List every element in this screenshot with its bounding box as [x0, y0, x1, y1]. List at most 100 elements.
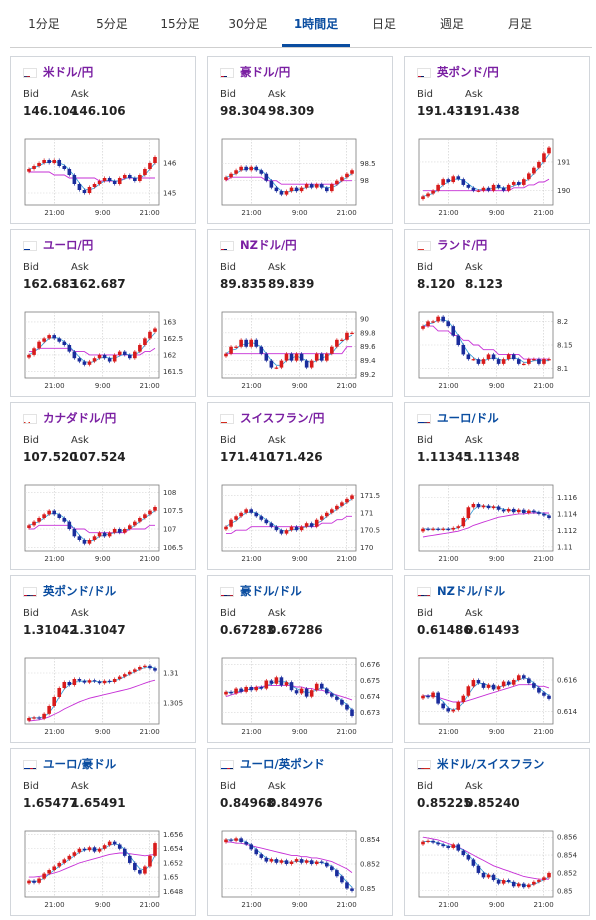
mini-chart[interactable]: 21:00 9:00 21:00 0.676 0.675 0.674 0.673: [208, 654, 394, 740]
candle-body: [486, 354, 491, 360]
mini-chart[interactable]: 21:00 9:00 21:00 108 107.5 107 106.5: [11, 481, 197, 567]
candle-body: [466, 507, 471, 518]
candle-body: [254, 339, 259, 347]
bid-price: 0.61486: [417, 623, 472, 637]
plot-area: [418, 830, 554, 898]
currency-pair-name[interactable]: カナダドル/円: [43, 411, 117, 425]
rate-card[interactable]: ユーロ/ドル Bid Ask 1.11345 1.11348 21:00 9:00 21:00…: [404, 402, 590, 570]
x-tick-label: 9:00: [95, 382, 111, 390]
tab-1hour[interactable]: 1時間足: [282, 2, 350, 47]
currency-pair-name[interactable]: ユーロ/英ポンド: [240, 757, 325, 771]
rate-card[interactable]: NZドル/ドル Bid Ask 0.61486 0.61493 21:00 9:00 21:0…: [404, 575, 590, 743]
mini-chart[interactable]: 21:00 9:00 21:00 0.856 0.854 0.852 0.85: [405, 827, 591, 913]
rate-card[interactable]: ユーロ/円 Bid Ask 162.683 162.687 21:00 9:00 21:00 1…: [10, 229, 196, 397]
tab-15min[interactable]: 15分足: [160, 17, 200, 31]
currency-pair-name[interactable]: 米ドル/円: [43, 65, 94, 79]
rate-card[interactable]: スイスフラン/円 Bid Ask 171.410 171.426 21:00 9:00 21:…: [207, 402, 393, 570]
currency-pair-name[interactable]: 豪ドル/円: [240, 65, 291, 79]
candle-body: [153, 843, 157, 856]
candle-body: [259, 346, 264, 354]
currency-pair-name[interactable]: ユーロ/円: [43, 238, 94, 252]
candle-body: [421, 196, 425, 200]
candle-body: [92, 184, 97, 187]
tab-5min[interactable]: 5分足: [96, 17, 128, 31]
rate-card[interactable]: カナダドル/円 Bid Ask 107.520 107.524 21:00 9:00 21:0…: [10, 402, 196, 570]
moving-average-slow-line: [423, 325, 549, 360]
candle-body: [112, 529, 117, 533]
ask-label: Ask: [465, 262, 483, 273]
mini-chart[interactable]: 21:00 9:00 21:00 1.31 1.305: [11, 654, 197, 740]
mini-chart[interactable]: 21:00 9:00 21:00 0.616 0.614: [405, 654, 591, 740]
candle-body: [259, 686, 264, 689]
rate-card[interactable]: 米ドル/円 Bid Ask 146.104 146.106 21:00 9:00 21:00 1…: [10, 56, 196, 224]
candle-body: [97, 848, 102, 852]
tab-1min[interactable]: 1分足: [28, 17, 60, 31]
ask-label: Ask: [268, 608, 286, 619]
mini-chart[interactable]: 21:00 9:00 21:00 98.5 98: [208, 135, 394, 221]
candle-body: [67, 855, 72, 860]
candle-body: [456, 844, 461, 851]
tab-weekly[interactable]: 週足: [439, 17, 464, 31]
rate-card[interactable]: ランド/円 Bid Ask 8.120 8.123 21:00 9:00 21:00 8.2 8.…: [404, 229, 590, 397]
candle-body: [330, 184, 334, 192]
moving-average-slow-line: [226, 841, 353, 873]
bid-price: 0.67283: [220, 623, 275, 637]
rate-card[interactable]: 米ドル/スイスフラン Bid Ask 0.85225 0.85240 21:00 9:00 2…: [404, 748, 590, 916]
candle-body: [128, 855, 132, 863]
candle-body: [476, 865, 481, 873]
rate-card[interactable]: 豪ドル/ドル Bid Ask 0.67283 0.67286 21:00 9:00 21:00…: [207, 575, 393, 743]
candle-body: [314, 353, 319, 361]
rate-card[interactable]: ユーロ/豪ドル Bid Ask 1.65477 1.65491 21:00 9:00 21:0…: [10, 748, 196, 916]
mini-chart[interactable]: 21:00 9:00 21:00 163 162.5 162 161.5: [11, 308, 197, 394]
candle-body: [289, 526, 294, 531]
mini-chart[interactable]: 21:00 9:00 21:00 1.116 1.114 1.112 1.11: [405, 481, 591, 567]
currency-pair-name[interactable]: ユーロ/ドル: [437, 411, 499, 425]
currency-pair-name[interactable]: 英ポンド/円: [437, 65, 499, 79]
tab-monthly[interactable]: 月足: [507, 17, 532, 31]
y-tick-label: 98.5: [360, 160, 376, 168]
candle-body: [309, 523, 314, 527]
rate-card[interactable]: ユーロ/英ポンド Bid Ask 0.84968 0.84976 21:00 9:00 21:…: [207, 748, 393, 916]
plot-area: [418, 138, 554, 206]
candle-body: [47, 870, 51, 874]
y-tick-label: 8.2: [557, 318, 568, 326]
currency-pair-name[interactable]: 米ドル/スイスフラン: [437, 757, 545, 771]
candle-body: [330, 509, 334, 513]
candle-body: [491, 684, 496, 690]
mini-chart[interactable]: 21:00 9:00 21:00 90 89.8 89.6 89.4 89.2: [208, 308, 394, 394]
mini-chart[interactable]: 21:00 9:00 21:00 146 145: [11, 135, 197, 221]
candle-body: [249, 686, 253, 691]
mini-chart[interactable]: 21:00 9:00 21:00 8.2 8.15 8.1: [405, 308, 591, 394]
mini-chart[interactable]: 21:00 9:00 21:00 0.854 0.852 0.85: [208, 827, 394, 913]
candle-body: [42, 514, 46, 518]
currency-pair-name[interactable]: NZドル/円: [240, 238, 297, 252]
currency-pair-name[interactable]: スイスフラン/円: [240, 411, 325, 425]
candle-body: [335, 180, 339, 185]
currency-pair-name[interactable]: NZドル/ドル: [437, 584, 506, 598]
candle-body: [436, 184, 440, 191]
candle-body: [491, 506, 496, 509]
candle-body: [37, 341, 41, 349]
mini-chart[interactable]: 21:00 9:00 21:00 171.5 171 170.5 170: [208, 481, 394, 567]
currency-pair-name[interactable]: ユーロ/豪ドル: [43, 757, 117, 771]
rate-card[interactable]: 豪ドル/円 Bid Ask 98.304 98.309 21:00 9:00 21:00 98.…: [207, 56, 393, 224]
candle-body: [97, 532, 102, 537]
rate-card[interactable]: 英ポンド/ドル Bid Ask 1.31042 1.31047 21:00 9:00 21:0…: [10, 575, 196, 743]
currency-pair-name[interactable]: 英ポンド/ドル: [43, 584, 117, 598]
currency-pair-name[interactable]: ランド/円: [437, 238, 488, 252]
mini-chart[interactable]: 21:00 9:00 21:00 1.656 1.654 1.652 1.65 1.648: [11, 827, 197, 913]
rate-card[interactable]: NZドル/円 Bid Ask 89.835 89.839 21:00 9:00 21:00 90…: [207, 229, 393, 397]
currency-pair-name[interactable]: 豪ドル/ドル: [240, 584, 302, 598]
candle-body: [547, 872, 551, 878]
mini-chart[interactable]: 21:00 9:00 21:00 191 190: [405, 135, 591, 221]
tab-daily[interactable]: 日足: [371, 17, 396, 31]
candle-body: [441, 528, 445, 530]
tab-30min[interactable]: 30分足: [228, 17, 268, 31]
candle-body: [62, 682, 67, 688]
candle-body: [471, 680, 476, 687]
candle-body: [466, 686, 471, 696]
rate-card[interactable]: 英ポンド/円 Bid Ask 191.431 191.438 21:00 9:00 21:00…: [404, 56, 590, 224]
candle-body: [522, 883, 526, 888]
candle-body: [501, 187, 506, 191]
candle-body: [547, 515, 551, 518]
